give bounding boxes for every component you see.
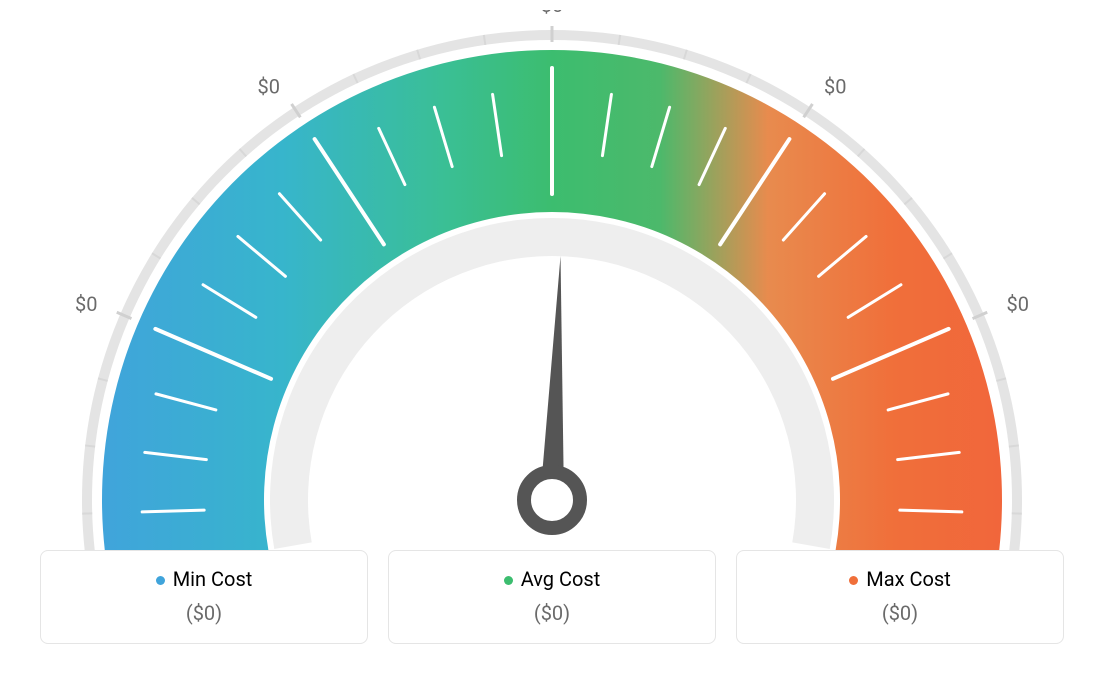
legend-card-avg: Avg Cost ($0) (388, 550, 716, 644)
legend-label-min: Min Cost (61, 567, 347, 591)
svg-text:$0: $0 (824, 74, 846, 98)
bullet-min (156, 576, 165, 585)
legend-label-max-text: Max Cost (866, 567, 951, 591)
legend-row: Min Cost ($0) Avg Cost ($0) Max Cost ($0… (40, 550, 1064, 644)
svg-text:$0: $0 (258, 74, 280, 98)
legend-label-avg: Avg Cost (409, 567, 695, 591)
bullet-max (849, 576, 858, 585)
legend-value-max: ($0) (757, 601, 1043, 625)
cost-gauge: $0$0$0$0$0$0$0 (40, 10, 1064, 550)
svg-text:$0: $0 (75, 292, 97, 316)
gauge-svg: $0$0$0$0$0$0$0 (40, 10, 1064, 550)
svg-text:$0: $0 (541, 10, 563, 17)
svg-text:$0: $0 (1007, 292, 1029, 316)
legend-value-min: ($0) (61, 601, 347, 625)
legend-card-max: Max Cost ($0) (736, 550, 1064, 644)
legend-card-min: Min Cost ($0) (40, 550, 368, 644)
legend-label-min-text: Min Cost (173, 567, 253, 591)
bullet-avg (504, 576, 513, 585)
legend-label-max: Max Cost (757, 567, 1043, 591)
legend-value-avg: ($0) (409, 601, 695, 625)
legend-label-avg-text: Avg Cost (521, 567, 601, 591)
